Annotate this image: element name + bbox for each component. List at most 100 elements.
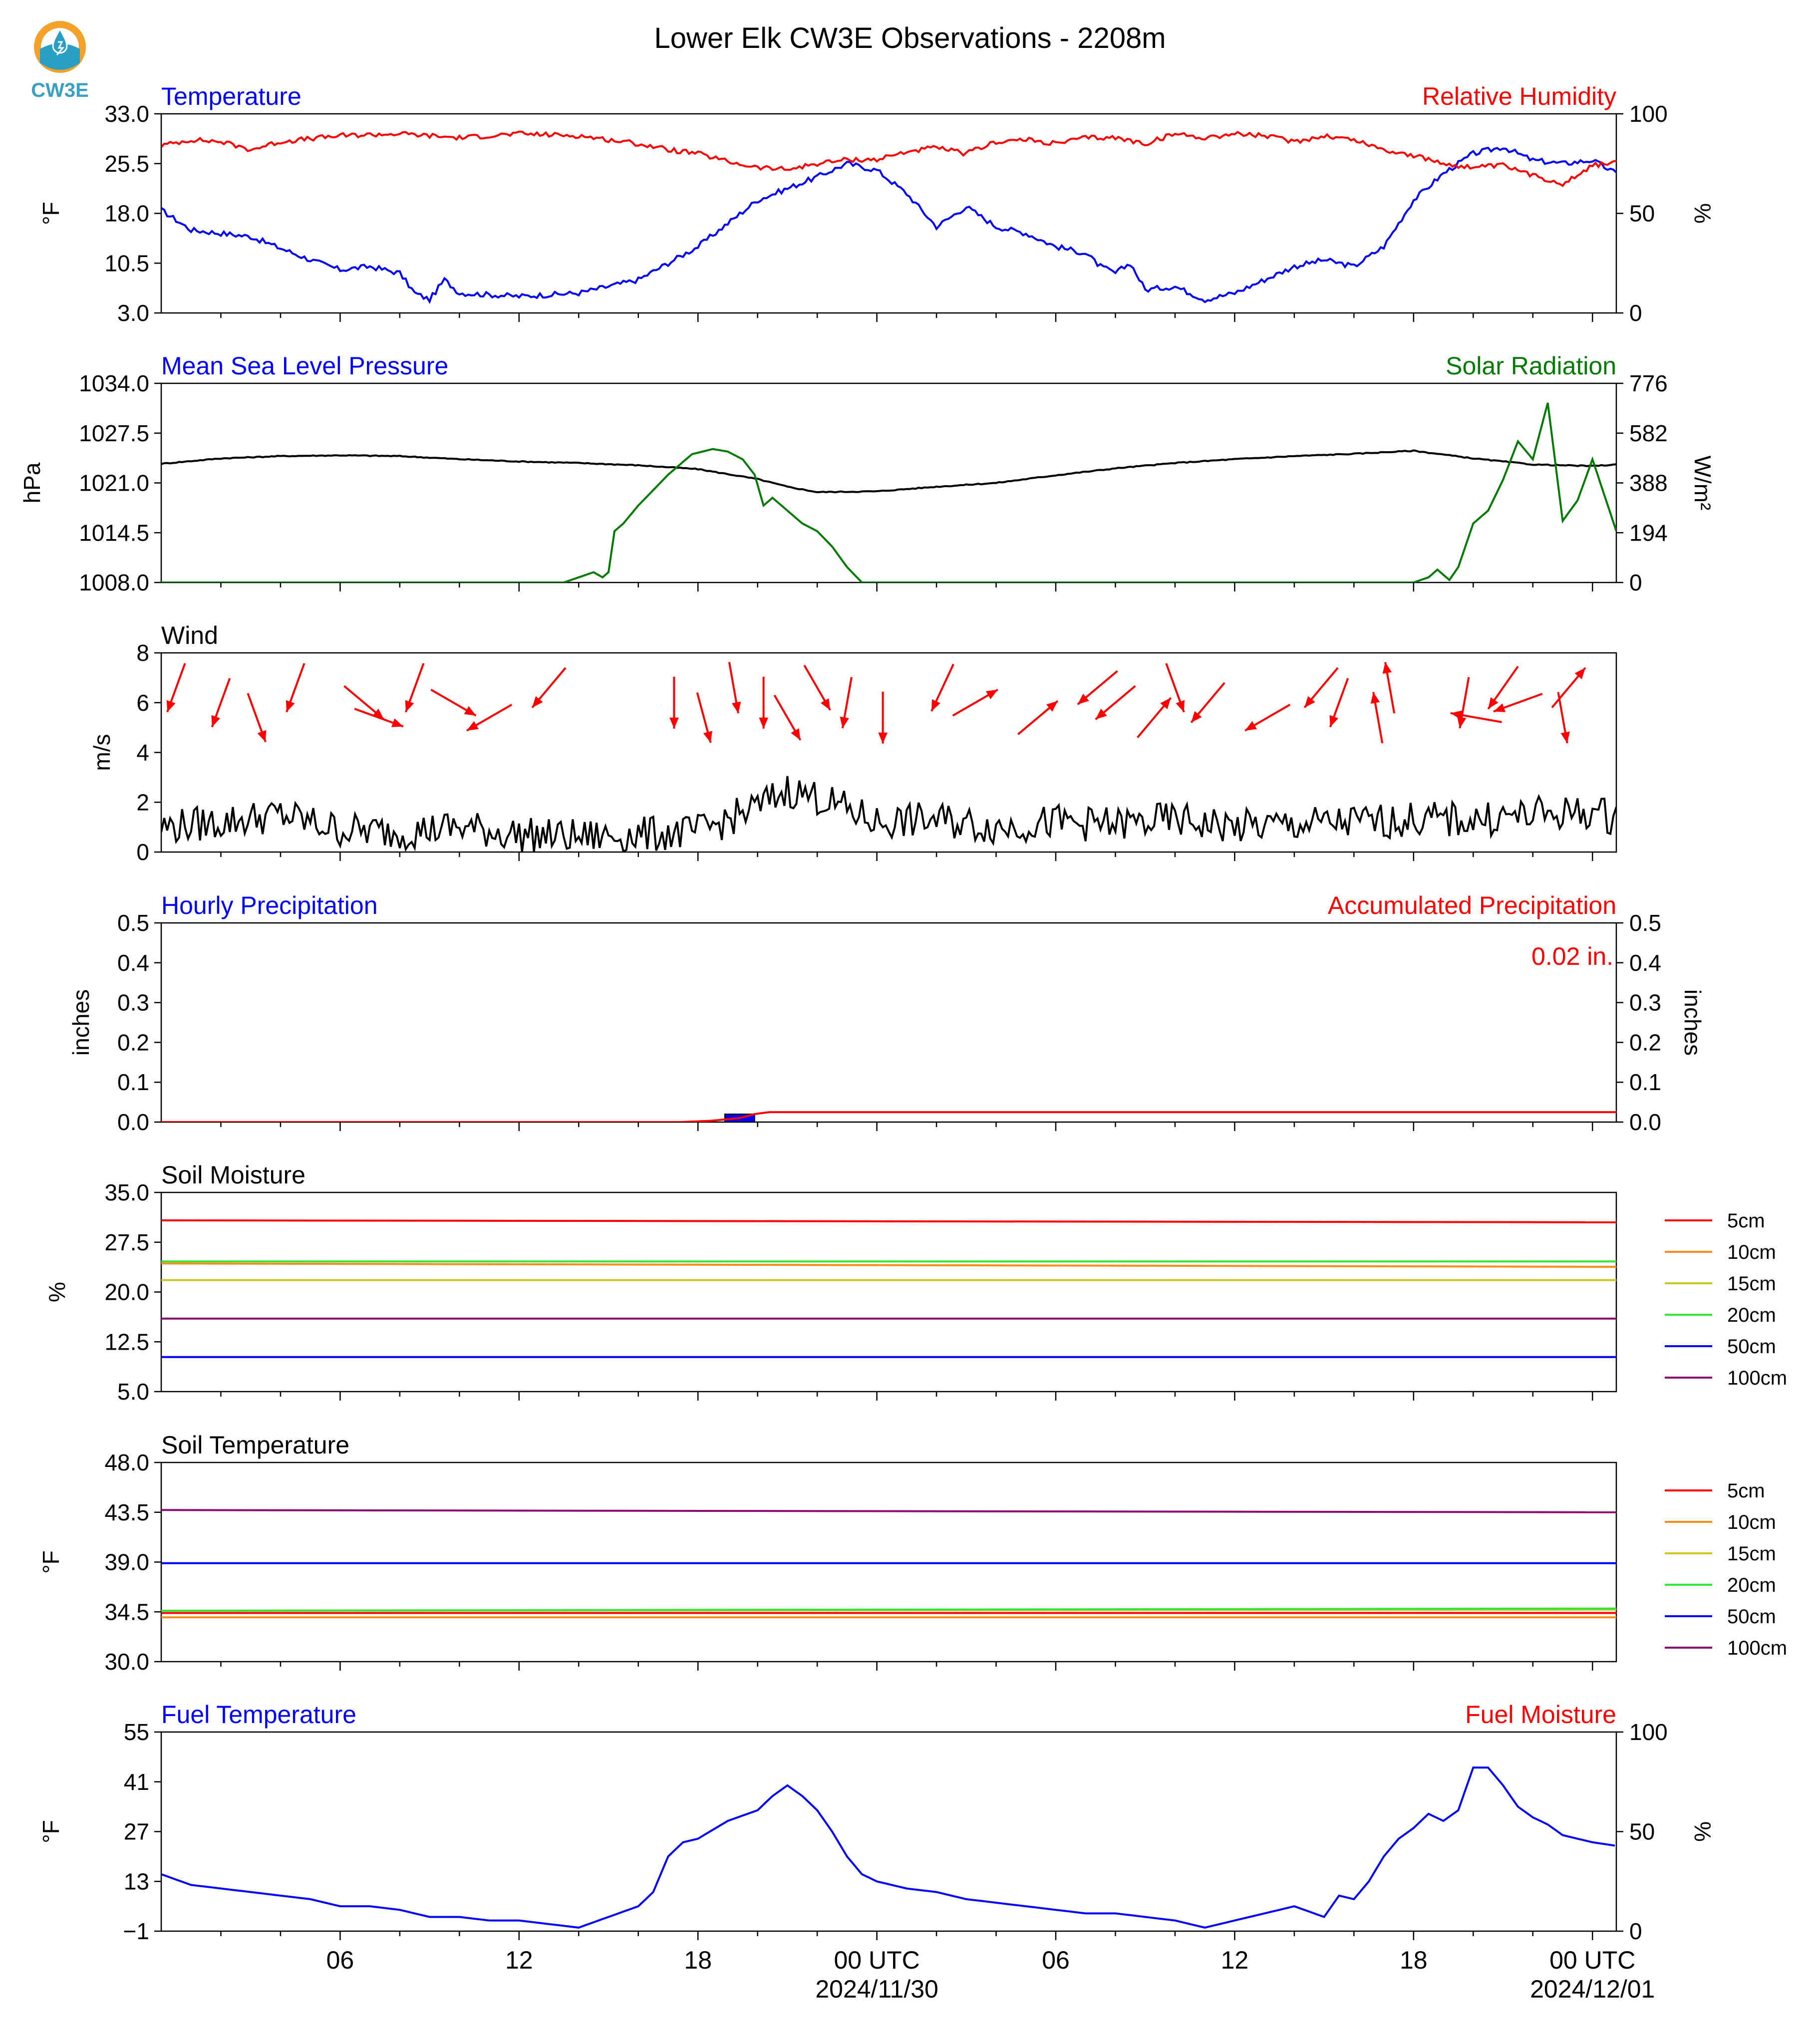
wind-arrow-head [1451,710,1463,720]
y-axis-label-left: hPa [19,462,45,503]
x-date-label: 2024/11/30 [815,1975,938,2003]
y-tick-label-right: 0.0 [1629,1109,1661,1135]
legend-label: 5cm [1727,1210,1765,1232]
y-tick-label-left: 0.3 [117,990,149,1016]
wind-arrow-head [669,717,679,729]
y-tick-label-left: 1027.5 [79,420,149,446]
wind-arrow-head [1457,716,1467,728]
axes-frame [160,113,1617,314]
wind-arrow-head [931,699,940,711]
y-axis-label-right: inches [1680,989,1706,1056]
panel-data-5 [161,1509,1616,1619]
wind-arrow-head [464,706,476,716]
y-tick-label-right: 0.4 [1629,950,1661,976]
y-tick-label-left: 2 [136,789,149,815]
cw3e-logo: CW3E [25,18,95,103]
y-axis-label-left: °F [38,202,64,225]
wind-arrow-head [1191,711,1202,723]
y-tick-label-left: 0 [136,839,149,865]
wind-arrow-head [467,721,479,731]
y-tick-label-left: 1034.0 [79,370,149,396]
x-tick-label: 00 UTC [1549,1946,1635,1974]
legend-label: 10cm [1727,1241,1776,1263]
panel-title-left: Fuel Temperature [161,1701,356,1729]
y-tick-label-left: 41 [124,1769,149,1795]
cw3e-logo-graphic: CW3E [31,21,89,101]
y-tick-label-left: 0.0 [117,1109,149,1135]
y-tick-label-left: 27 [124,1819,149,1845]
y-tick-label-right: 776 [1629,370,1668,396]
y-tick-label-left: 5.0 [117,1379,149,1405]
panel-data-1 [161,402,1616,582]
y-tick-label-right: 0 [1629,570,1642,595]
panel-title-left: Wind [161,621,218,649]
panel-data-3 [161,1111,1616,1122]
panel-title-left: Temperature [161,82,302,110]
y-axis-label-left: % [44,1282,70,1302]
series-line [161,449,1616,494]
wind-arrow-head [1095,708,1107,720]
axes-frame [160,382,1617,583]
panel-2 [154,652,1617,861]
y-tick-label-left: 39.0 [104,1549,149,1575]
wind-arrow-head [1245,721,1257,731]
panel-title-right: Fuel Moisture [1465,1701,1616,1729]
x-tick-label: 06 [326,1946,354,1974]
panel-6 [154,1731,1623,1940]
panel-title-right: Relative Humidity [1422,82,1616,110]
y-tick-label-right: 0.3 [1629,990,1661,1016]
y-tick-label-right: 0.1 [1629,1069,1661,1095]
wind-arrow-head [820,698,831,710]
legend-label: 50cm [1727,1606,1776,1628]
legend-label: 15cm [1727,1273,1776,1295]
y-tick-label-right: 0.2 [1629,1029,1661,1055]
y-tick-label-right: 582 [1629,420,1668,446]
x-date-label: 2024/12/01 [1530,1975,1655,2003]
y-tick-label-left: 8 [136,640,149,666]
y-tick-label-left: 35.0 [104,1179,149,1205]
y-tick-label-right: 0 [1629,1918,1642,1944]
wind-arrow-head [1077,693,1089,705]
panel-3 [154,922,1623,1131]
y-tick-label-left: 34.5 [104,1599,149,1625]
panel-title-right: Solar Radiation [1446,352,1616,380]
wind-arrow-head [1160,697,1171,709]
y-tick-label-left: 0.4 [117,950,149,976]
wind-arrow-head [1560,731,1570,743]
bolt-icon [56,41,65,55]
y-axis-label-left: m/s [89,734,115,771]
droplet-icon [52,27,68,54]
y-tick-label-left: 13 [124,1868,149,1894]
axes-frame [160,1731,1617,1932]
y-tick-label-left: 3.0 [117,300,149,326]
panel-title-right: Accumulated Precipitation [1328,891,1616,919]
y-tick-label-left: 6 [136,690,149,716]
series-line [161,1219,1616,1223]
panel-data-2 [161,662,1616,852]
wind-arrow-head [1488,697,1499,709]
y-tick-label-right: 50 [1629,201,1655,227]
axes-frame [160,652,1617,853]
wind-arrow-head [985,689,998,699]
panel-title-left: Mean Sea Level Pressure [161,352,448,380]
series-line [161,1766,1615,1929]
wind-arrow-head [257,730,267,742]
y-tick-label-left: 12.5 [104,1329,149,1355]
series-line [161,1607,1616,1612]
y-axis-label-left: °F [38,1550,64,1574]
y-tick-label-left: 1014.5 [79,520,149,546]
wind-arrow-head [703,731,712,743]
panel-data-0 [161,130,1616,304]
y-tick-label-left: 4 [136,740,149,766]
wind-arrow-head [759,717,768,729]
legend-label: 15cm [1727,1543,1776,1565]
axes-frame [160,1461,1617,1663]
y-tick-label-right: 194 [1629,520,1668,546]
wind-arrow-head [286,700,295,712]
wind-arrow-head [1329,715,1339,727]
legend-label: 10cm [1727,1511,1776,1533]
x-tick-label: 12 [505,1946,533,1974]
axes-frame [160,922,1617,1123]
wind-arrow-head [211,715,221,727]
